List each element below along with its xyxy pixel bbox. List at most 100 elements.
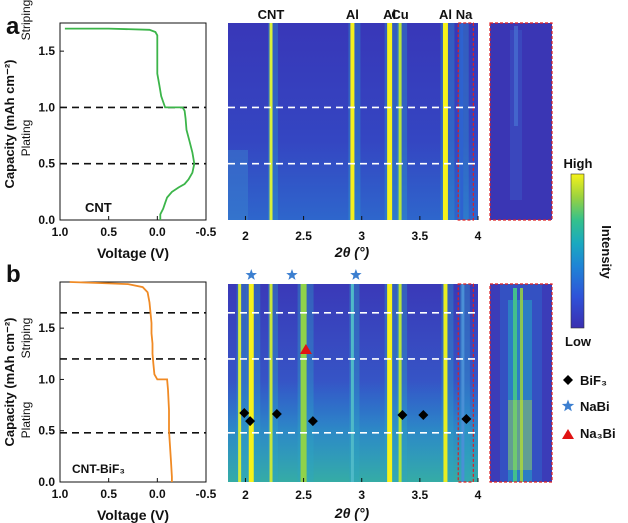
colorbar-gradient bbox=[570, 173, 585, 329]
star-icon bbox=[561, 399, 575, 412]
panel-a-zoom-strip bbox=[489, 22, 553, 221]
y-tick-label: 1.0 bbox=[38, 100, 55, 114]
diffraction-line bbox=[350, 284, 354, 482]
legend-item-na3bi: Na₃Bi bbox=[562, 426, 616, 441]
y-tick-label: 0.0 bbox=[38, 475, 55, 489]
panel-a-heatmap-dashed-lines bbox=[228, 106, 478, 165]
x-tick-label: 1.0 bbox=[52, 225, 69, 239]
panel-a-voltage-plot: 1.0 0.5 0.0 -0.5 0.0 0.5 1.0 1.5 Striping Plati… bbox=[2, 0, 217, 261]
panel-b-voltage-plot: 1.0 0.5 0.0 -0.5 0.0 0.5 1.0 1.5 Striping Plati… bbox=[2, 281, 217, 523]
legend-item-bif3: BiF₃ bbox=[563, 373, 607, 388]
bif3-diamond-marker bbox=[239, 407, 250, 418]
panel-a-xlabel: Voltage (V) bbox=[97, 245, 169, 261]
diffraction-glow bbox=[236, 284, 247, 482]
diffraction-line bbox=[398, 284, 402, 482]
panel-a-plating-label: Plating bbox=[19, 120, 33, 157]
bif3-diamond-marker bbox=[245, 416, 256, 427]
y-tick-label: 0.0 bbox=[38, 213, 55, 227]
panel-b-sample-label: CNT-BiF₃ bbox=[72, 462, 125, 476]
bif3-diamond-marker bbox=[307, 416, 318, 427]
panel-a-sample-label: CNT bbox=[85, 200, 112, 215]
diffraction-line bbox=[269, 23, 273, 220]
panel-b-plot-frame bbox=[59, 281, 207, 483]
panel-b-capacity-curve bbox=[69, 281, 173, 482]
peak-label: Na bbox=[456, 7, 473, 22]
y-tick-label: 1.0 bbox=[38, 372, 55, 386]
panel-b-ylabel: Capacity (mAh cm⁻²) bbox=[2, 318, 17, 447]
x-tick-label: 1.0 bbox=[52, 487, 69, 501]
diffraction-glow bbox=[458, 23, 469, 220]
panel-b-zoom-bright bbox=[508, 400, 532, 470]
panel-b-highlight-box bbox=[457, 283, 474, 483]
diffraction-glow bbox=[268, 284, 279, 482]
x-tick-label: 3.5 bbox=[412, 488, 429, 502]
phase-legend: BiF₃ NaBi Na₃Bi bbox=[561, 373, 616, 441]
peak-label: Cu bbox=[391, 7, 408, 22]
bif3-diamond-marker bbox=[461, 414, 472, 425]
panel-a-plot-frame bbox=[59, 22, 207, 221]
diffraction-line bbox=[387, 23, 393, 220]
diffraction-line bbox=[461, 284, 465, 482]
na3bi-triangle-marker bbox=[299, 344, 312, 354]
panel-a-striping-label: Striping bbox=[19, 0, 33, 40]
panel-b-zoom-line-1 bbox=[513, 288, 517, 482]
diffraction-line bbox=[238, 284, 242, 482]
panel-b-striping-label: Striping bbox=[19, 318, 33, 359]
x-tick-label: 3 bbox=[358, 229, 365, 243]
panel-b-xlabel: Voltage (V) bbox=[97, 507, 169, 523]
colorbar-low-label: Low bbox=[565, 334, 592, 349]
x-tick-label: 2.5 bbox=[295, 229, 312, 243]
y-tick-label: 1.5 bbox=[38, 321, 55, 335]
panel-b-zoom-strip bbox=[489, 283, 553, 483]
diffraction-line bbox=[387, 284, 393, 482]
peak-label: Al bbox=[383, 7, 396, 22]
y-tick-label: 0.5 bbox=[38, 424, 55, 438]
panel-b-diffraction-lines bbox=[236, 284, 470, 482]
diffraction-line bbox=[442, 23, 448, 220]
intensity-colorbar: High Low Intensity bbox=[564, 156, 614, 349]
diffraction-line bbox=[443, 284, 448, 482]
panel-a-zoom-line bbox=[514, 26, 518, 126]
panel-b-zoom-line-2 bbox=[520, 288, 523, 482]
panel-a-ticks: 1.0 0.5 0.0 -0.5 0.0 0.5 1.0 1.5 bbox=[38, 44, 216, 239]
x-tick-label: 0.0 bbox=[149, 487, 166, 501]
panel-b-heatmap-xlabel: 2θ (°) bbox=[334, 505, 370, 521]
panel-b-letter: b bbox=[6, 261, 21, 288]
diffraction-line bbox=[460, 23, 464, 220]
panel-a-letter: a bbox=[6, 13, 20, 40]
diffraction-glow bbox=[459, 284, 470, 482]
nabi-star-marker bbox=[286, 269, 298, 280]
x-tick-label: -0.5 bbox=[196, 487, 217, 501]
diffraction-glow bbox=[397, 23, 408, 220]
nabi-star-marker bbox=[350, 269, 362, 280]
x-tick-label: 0.5 bbox=[100, 487, 117, 501]
x-tick-label: 2.5 bbox=[295, 488, 312, 502]
diffraction-glow bbox=[397, 284, 408, 482]
diamond-icon bbox=[563, 375, 573, 385]
x-tick-label: 2 bbox=[242, 488, 249, 502]
x-tick-label: 3 bbox=[358, 488, 365, 502]
peak-label: Al bbox=[346, 7, 359, 22]
colorbar-title: Intensity bbox=[599, 225, 614, 279]
panel-a-capacity-curve bbox=[64, 27, 196, 220]
panel-a-heatmap-tint bbox=[228, 150, 248, 220]
diffraction-line bbox=[300, 284, 307, 482]
panel-b-plating-label: Plating bbox=[19, 402, 33, 439]
panel-a-zoom-frame bbox=[489, 22, 553, 221]
triangle-icon bbox=[562, 429, 574, 439]
x-tick-label: -0.5 bbox=[196, 225, 217, 239]
x-tick-label: 0.0 bbox=[149, 225, 166, 239]
panel-b-zoom-frame bbox=[489, 283, 553, 483]
x-tick-label: 4 bbox=[475, 488, 482, 502]
legend-label-nabi: NaBi bbox=[580, 399, 610, 414]
diffraction-line bbox=[398, 23, 402, 220]
x-tick-label: 2 bbox=[242, 229, 249, 243]
bif3-diamond-marker bbox=[418, 409, 429, 420]
diffraction-line bbox=[350, 23, 355, 220]
diffraction-line bbox=[269, 284, 273, 482]
diffraction-line bbox=[248, 284, 254, 482]
nabi-star-marker bbox=[245, 269, 257, 280]
